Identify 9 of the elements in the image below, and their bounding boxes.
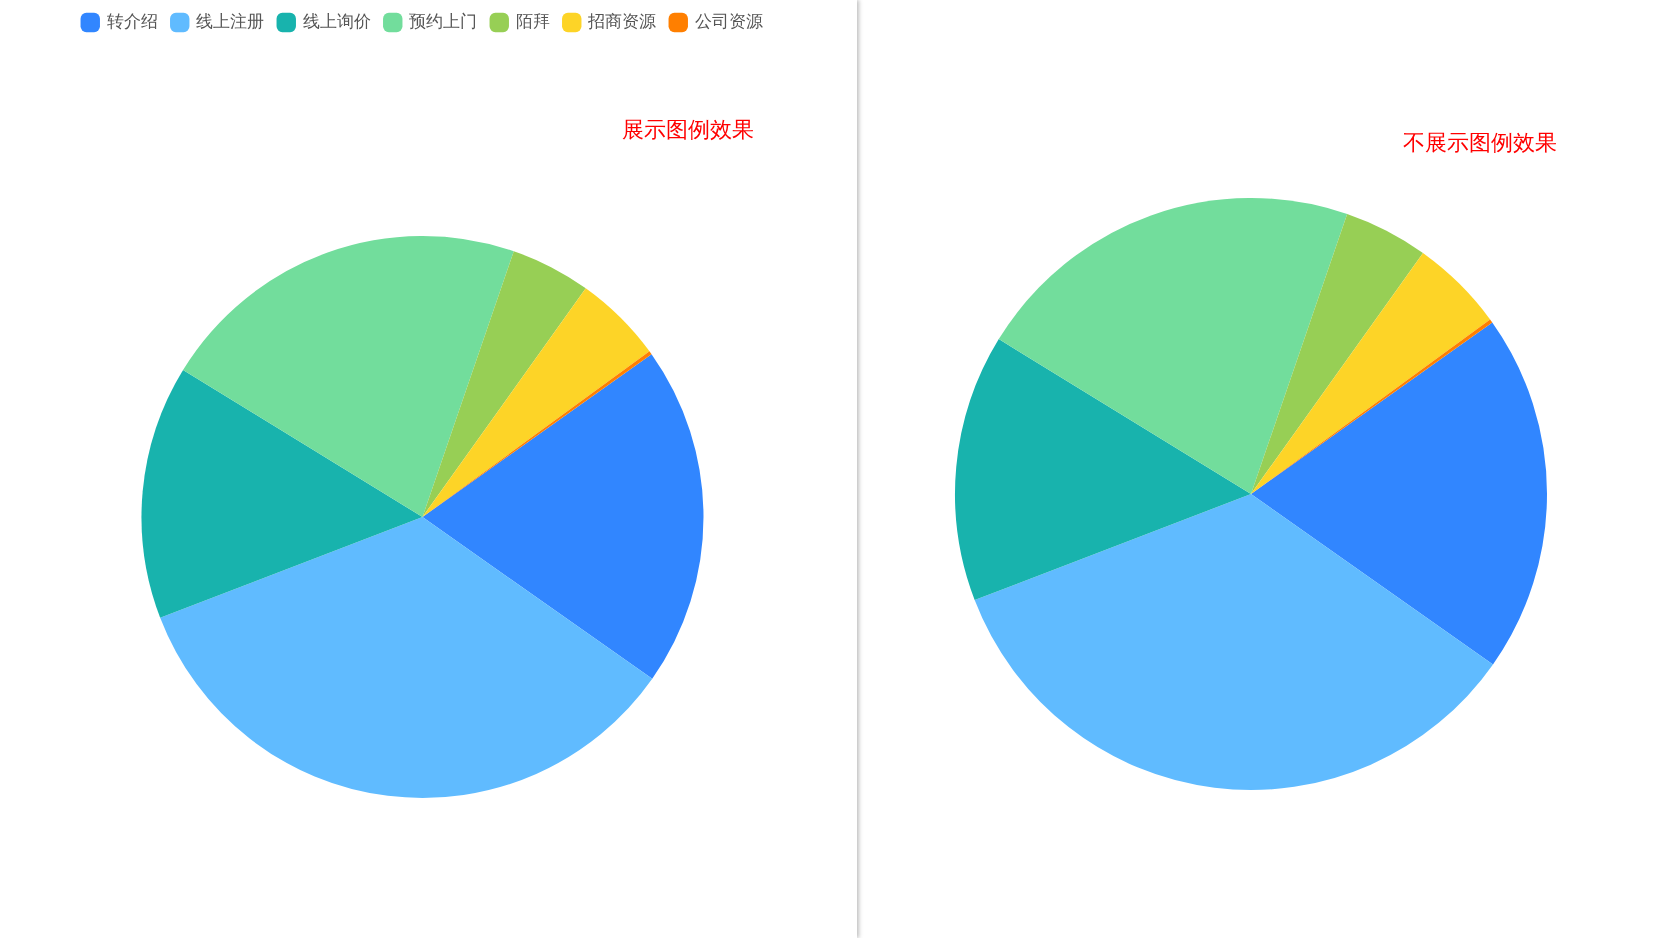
text: 展示图例效果 bbox=[622, 116, 754, 142]
chart-title: 不展示图例效果 bbox=[1403, 129, 1557, 155]
legend-label: 公司资源 bbox=[694, 10, 763, 31]
legend-label: 招商资源 bbox=[587, 10, 657, 31]
legend-label: 线上注册 bbox=[196, 10, 265, 31]
legend-label: 预约上门 bbox=[409, 10, 478, 31]
legend-label: 线上询价 bbox=[302, 10, 371, 31]
legend-label: 转介绍 bbox=[106, 10, 158, 31]
legend-label: 陌拜 bbox=[515, 10, 550, 31]
